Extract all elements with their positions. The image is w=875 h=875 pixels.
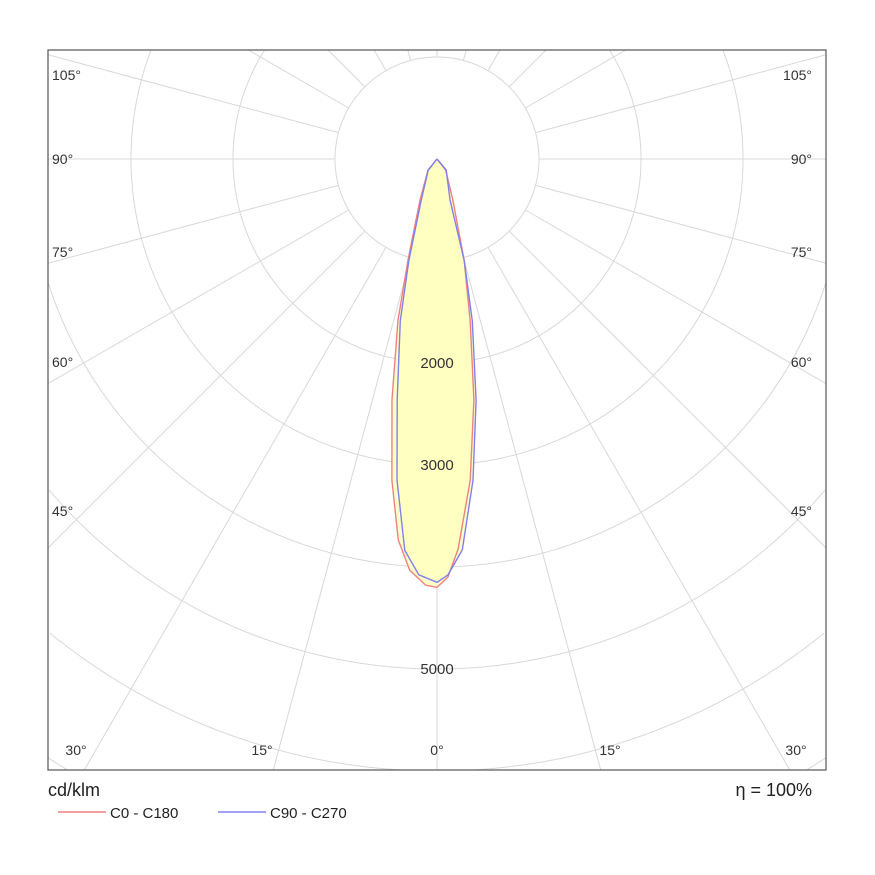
angle-label-left: 60°	[52, 354, 73, 370]
radial-line-105	[535, 54, 826, 134]
legend-label-c0: C0 - C180	[110, 805, 178, 822]
unit-label: cd/klm	[48, 780, 100, 800]
radial-line--15	[272, 257, 412, 770]
angle-label-right: 105°	[783, 67, 812, 83]
series-line-C90-C270	[396, 158, 477, 584]
radial-line-60	[525, 209, 826, 385]
radial-line-135	[508, 50, 547, 88]
lobe-fill-1	[397, 159, 477, 583]
ring-labels: 2000 3000 5000	[420, 355, 453, 678]
legend-label-c90: C90 - C270	[270, 805, 347, 822]
radial-line-120	[525, 50, 627, 109]
ring-label-5000: 5000	[420, 661, 453, 678]
ring-4000	[48, 283, 826, 568]
ring-label-2000: 2000	[420, 355, 453, 372]
radial-line-15	[462, 257, 602, 770]
radial-line--60	[48, 209, 349, 385]
ring-label-3000: 3000	[420, 457, 453, 474]
angle-label-right: 60°	[791, 354, 812, 370]
radial-line-75	[535, 184, 826, 264]
angle-label-left: 105°	[52, 67, 81, 83]
angle-label-right: 75°	[791, 244, 812, 260]
angle-label-bottom: 0°	[430, 742, 443, 758]
radial-line--120	[247, 50, 349, 109]
radial-line--30	[83, 247, 387, 770]
ring-7000	[48, 757, 826, 770]
radial-line--150	[373, 50, 387, 71]
polar-grid	[48, 50, 826, 770]
ring-5000	[48, 489, 826, 670]
efficiency-label: η = 100%	[735, 780, 812, 800]
ring-6000	[49, 632, 825, 770]
angle-label-right: 45°	[791, 503, 812, 519]
angle-label-bottom: 15°	[251, 742, 272, 758]
angle-label-bottom: 30°	[65, 742, 86, 758]
plot-frame	[47, 49, 827, 771]
radial-line-150	[487, 50, 501, 71]
angle-label-left: 75°	[52, 244, 73, 260]
radial-line-165	[462, 50, 467, 61]
radial-line--165	[407, 50, 412, 61]
radial-line--135	[327, 50, 366, 88]
ring-3000	[130, 50, 744, 466]
radial-line-45	[508, 230, 826, 549]
ring-2000	[232, 50, 642, 364]
angle-label-bottom: 30°	[785, 742, 806, 758]
radial-line--75	[48, 184, 339, 264]
angle-label-left: 90°	[52, 151, 73, 167]
radial-line--105	[48, 54, 339, 134]
angle-labels: 105° 90° 75° 60° 45° 105° 90° 75° 60° 45° 30° 15° 0°…	[52, 67, 812, 758]
curves	[391, 158, 477, 589]
angle-label-right: 90°	[791, 151, 812, 167]
radial-line--45	[48, 230, 366, 549]
angle-label-left: 45°	[52, 503, 73, 519]
radial-line-30	[487, 247, 791, 770]
angle-label-bottom: 15°	[599, 742, 620, 758]
